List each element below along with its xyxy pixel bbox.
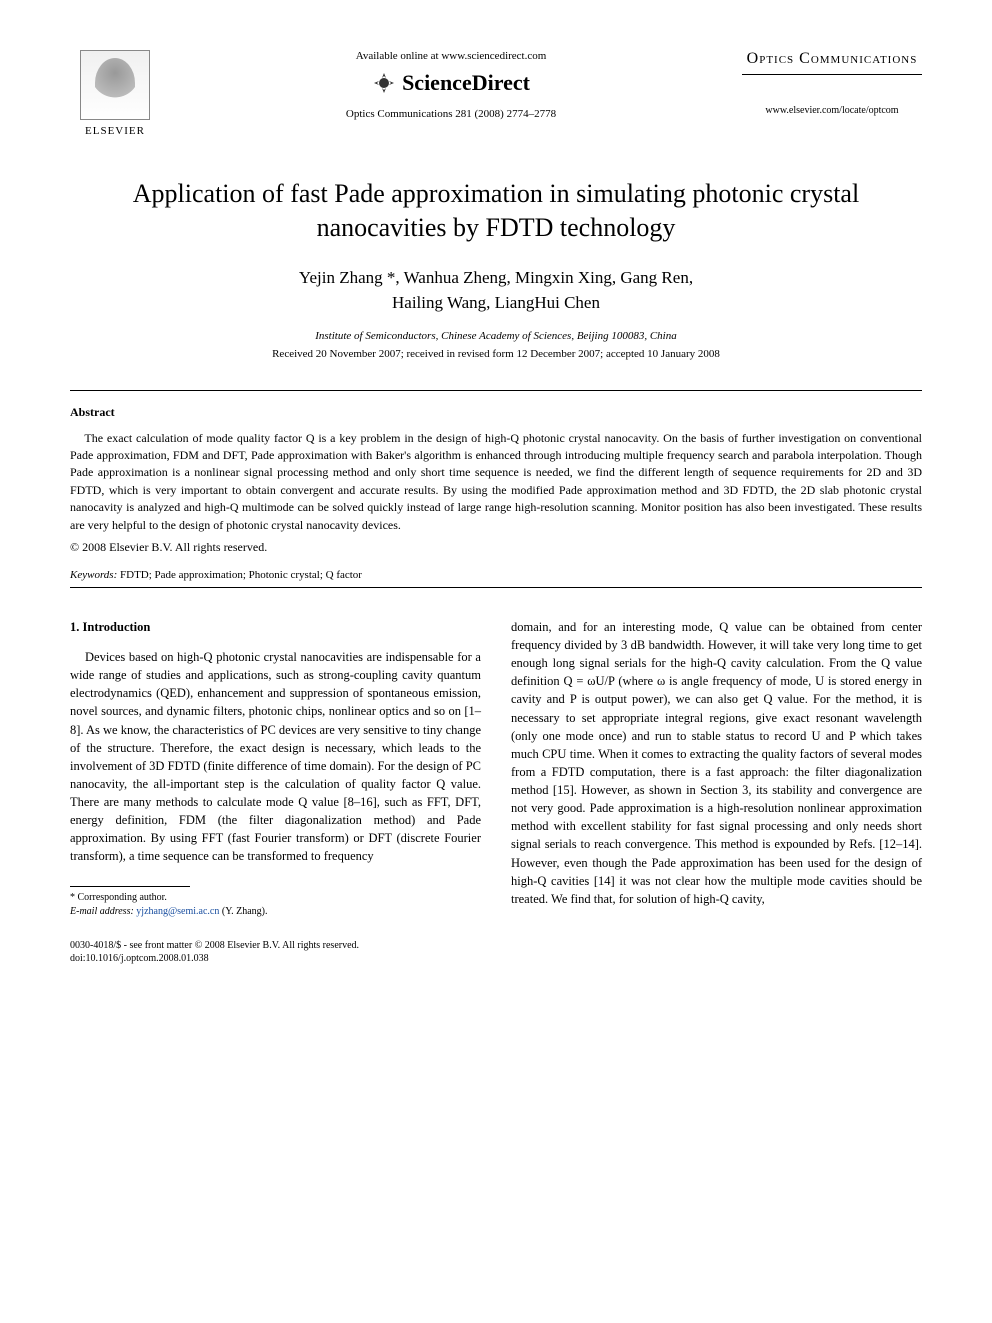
- affiliation: Institute of Semiconductors, Chinese Aca…: [70, 330, 922, 342]
- column-right: domain, and for an interesting mode, Q v…: [511, 618, 922, 919]
- authors: Yejin Zhang *, Wanhua Zheng, Mingxin Xin…: [70, 265, 922, 316]
- journal-box: Optics Communications www.elsevier.com/l…: [742, 50, 922, 116]
- abstract-rule-bottom: [70, 587, 922, 588]
- keywords: Keywords: FDTD; Pade approximation; Phot…: [70, 569, 922, 581]
- abstract-text: The exact calculation of mode quality fa…: [70, 430, 922, 534]
- center-header: Available online at www.sciencedirect.co…: [160, 50, 742, 120]
- authors-line1: Yejin Zhang *, Wanhua Zheng, Mingxin Xin…: [299, 268, 693, 287]
- available-online-line: Available online at www.sciencedirect.co…: [180, 50, 722, 62]
- abstract-label: Abstract: [70, 405, 922, 420]
- column-left: 1. Introduction Devices based on high-Q …: [70, 618, 481, 919]
- elsevier-tree-icon: [80, 50, 150, 120]
- header-row: ELSEVIER Available online at www.science…: [70, 50, 922, 137]
- publisher-label: ELSEVIER: [70, 125, 160, 137]
- footnote-rule: [70, 886, 190, 887]
- abstract-copyright: © 2008 Elsevier B.V. All rights reserved…: [70, 540, 922, 555]
- intro-para-right: domain, and for an interesting mode, Q v…: [511, 618, 922, 908]
- sciencedirect-label: ScienceDirect: [402, 70, 530, 96]
- journal-url: www.elsevier.com/locate/optcom: [742, 105, 922, 116]
- footer: 0030-4018/$ - see front matter © 2008 El…: [70, 939, 922, 965]
- footer-doi: doi:10.1016/j.optcom.2008.01.038: [70, 952, 922, 965]
- publisher-logo: ELSEVIER: [70, 50, 160, 137]
- intro-para-left: Devices based on high-Q photonic crystal…: [70, 648, 481, 866]
- email-label: E-mail address:: [70, 906, 134, 917]
- abstract-rule-top: [70, 390, 922, 391]
- corresponding-footnote: * Corresponding author. E-mail address: …: [70, 891, 481, 919]
- keywords-text: FDTD; Pade approximation; Photonic cryst…: [120, 569, 362, 581]
- footer-front-matter: 0030-4018/$ - see front matter © 2008 El…: [70, 939, 922, 952]
- authors-line2: Hailing Wang, LiangHui Chen: [392, 293, 600, 312]
- sciencedirect-logo: ScienceDirect: [180, 70, 722, 96]
- corresponding-author: * Corresponding author.: [70, 891, 481, 905]
- body-columns: 1. Introduction Devices based on high-Q …: [70, 618, 922, 919]
- sciencedirect-icon: [372, 71, 396, 95]
- article-dates: Received 20 November 2007; received in r…: [70, 348, 922, 360]
- section-1-heading: 1. Introduction: [70, 618, 481, 636]
- email-address[interactable]: yjzhang@semi.ac.cn: [136, 906, 219, 917]
- keywords-label: Keywords:: [70, 569, 117, 581]
- email-line: E-mail address: yjzhang@semi.ac.cn (Y. Z…: [70, 905, 481, 919]
- article-title: Application of fast Pade approximation i…: [70, 177, 922, 245]
- citation-line: Optics Communications 281 (2008) 2774–27…: [180, 108, 722, 120]
- email-name: (Y. Zhang).: [222, 906, 268, 917]
- journal-name: Optics Communications: [742, 50, 922, 75]
